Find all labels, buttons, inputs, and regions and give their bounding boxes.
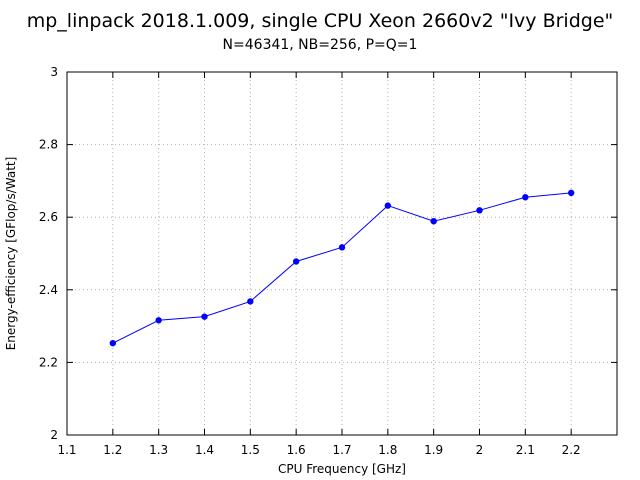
y-tick-label: 2.8	[39, 138, 58, 152]
y-axis-tick-labels: 2 2.2 2.4 2.6 2.8 3	[39, 65, 58, 442]
chart-title: mp_linpack 2018.1.009, single CPU Xeon 2…	[26, 10, 614, 32]
x-tick-label: 1.1	[57, 443, 76, 457]
data-point	[201, 313, 208, 320]
y-tick-label: 2.2	[39, 355, 58, 369]
x-tick-label: 1.8	[378, 443, 397, 457]
series	[109, 189, 575, 347]
x-tick-label: 2.2	[562, 443, 581, 457]
data-point	[155, 317, 162, 324]
data-point	[338, 244, 346, 251]
data-point	[476, 207, 483, 214]
data-point	[109, 339, 117, 347]
x-tick-label: 1.5	[241, 443, 260, 457]
x-axis-tick-labels: 1.1 1.2 1.3 1.4 1.5 1.6 1.7 1.8 1.9 2 2.1 2.2	[57, 443, 580, 457]
y-tick-label: 2.6	[39, 210, 58, 224]
x-tick-label: 1.7	[332, 443, 351, 457]
chart-subtitle: N=46341, NB=256, P=Q=1	[222, 37, 418, 53]
x-tick-label: 1.6	[287, 443, 306, 457]
x-tick-label: 1.9	[424, 443, 443, 457]
data-point	[384, 202, 392, 209]
x-axis-label: CPU Frequency [GHz]	[278, 462, 406, 476]
data-point	[292, 258, 300, 265]
y-tick-label: 2.4	[39, 283, 58, 297]
x-tick-label: 2.1	[516, 443, 535, 457]
x-tick-label: 1.4	[195, 443, 214, 457]
y-tick-label: 3	[50, 65, 58, 79]
axis-ticks	[66, 71, 617, 436]
data-point	[430, 217, 437, 225]
x-tick-label: 1.2	[103, 443, 122, 457]
grid-lines	[67, 72, 617, 435]
data-point	[247, 298, 254, 305]
data-point	[567, 189, 575, 197]
x-tick-label: 2	[476, 443, 484, 457]
y-axis-label: Energy-efficiency [GFlop/s/Watt]	[4, 157, 18, 351]
x-tick-label: 1.3	[149, 443, 168, 457]
y-tick-label: 2	[50, 428, 58, 442]
data-point	[522, 194, 529, 201]
